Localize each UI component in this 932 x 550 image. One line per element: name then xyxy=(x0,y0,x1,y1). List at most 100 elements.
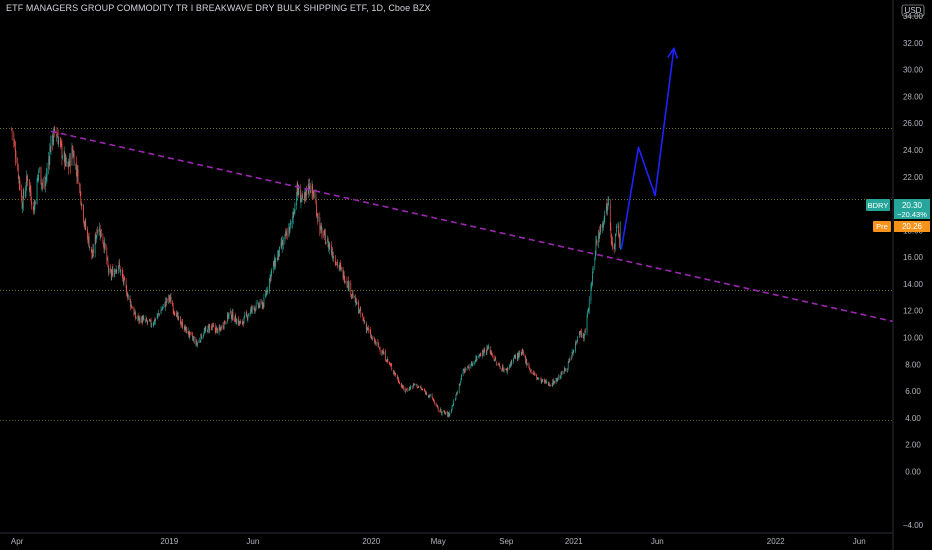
candle-up-body xyxy=(196,344,198,345)
candle-up-body xyxy=(18,176,20,178)
candle-down-body xyxy=(572,352,573,354)
candle-down-body xyxy=(609,204,611,227)
candle-up-body xyxy=(118,262,120,265)
candle-down-body xyxy=(468,367,470,369)
candle-up-body xyxy=(583,334,585,339)
candle-up-body xyxy=(181,322,183,325)
candle-down-body xyxy=(491,352,493,356)
candle-up-body xyxy=(177,315,179,319)
candle-up-body xyxy=(106,258,108,260)
candle-down-body xyxy=(112,268,114,277)
candle-down-body xyxy=(83,221,85,225)
candle-down-body xyxy=(372,337,373,340)
candle-up-body xyxy=(184,325,186,331)
candle-down-body xyxy=(165,302,167,304)
candle-up-body xyxy=(305,189,307,197)
candle-up-body xyxy=(375,341,377,344)
candle-up-body xyxy=(463,369,465,371)
candle-down-body xyxy=(138,315,140,321)
candle-up-body xyxy=(127,295,129,298)
candle-down-body xyxy=(192,335,193,339)
candle-down-body xyxy=(580,330,582,333)
candle-down-body xyxy=(602,222,604,225)
ticker-badge xyxy=(866,199,890,211)
candle-down-body xyxy=(545,380,546,383)
candle-up-body xyxy=(284,234,286,241)
candle-down-body xyxy=(389,363,391,365)
candle-down-body xyxy=(88,237,90,248)
candle-up-body xyxy=(458,383,460,392)
candle-up-body xyxy=(128,294,129,297)
candle-up-body xyxy=(170,297,171,298)
candle-up-body xyxy=(351,294,353,296)
candle-down-body xyxy=(100,229,102,238)
candle-up-body xyxy=(557,378,559,381)
candle-up-body xyxy=(36,179,38,205)
candle-down-body xyxy=(324,233,326,245)
candle-up-body xyxy=(197,343,198,346)
candle-down-body xyxy=(611,241,613,243)
candle-down-body xyxy=(253,306,255,308)
candle-down-body xyxy=(65,155,67,164)
candle-down-body xyxy=(489,346,491,353)
candle-down-body xyxy=(115,271,116,272)
candle-down-body xyxy=(554,380,555,384)
time-tick-label: Jun xyxy=(246,537,259,546)
candle-down-body xyxy=(19,176,20,184)
candle-down-body xyxy=(529,369,531,371)
candle-up-body xyxy=(104,242,105,250)
candle-down-body xyxy=(354,295,356,303)
candle-down-body xyxy=(33,206,35,215)
candle-down-body xyxy=(27,179,29,181)
candle-up-body xyxy=(288,227,290,237)
candle-down-body xyxy=(526,359,528,365)
candle-down-body xyxy=(360,309,362,315)
candle-down-body xyxy=(181,324,182,326)
candle-up-body xyxy=(452,404,454,406)
candle-down-body xyxy=(432,399,434,401)
candle-down-body xyxy=(270,275,271,280)
candle-down-body xyxy=(13,133,15,142)
ticker-label: BDRY xyxy=(868,201,889,210)
candle-up-body xyxy=(414,384,416,385)
candle-up-body xyxy=(114,269,115,277)
candle-up-body xyxy=(332,257,334,259)
candle-up-body xyxy=(313,195,315,197)
candle-up-body xyxy=(151,325,152,327)
candle-up-body xyxy=(157,313,159,314)
candle-up-body xyxy=(530,370,531,371)
candle-down-body xyxy=(193,338,195,344)
price-axis[interactable]: 34.0032.0030.0028.0026.0024.0022.0020.00… xyxy=(903,12,924,530)
candle-down-body xyxy=(544,379,545,382)
candle-up-body xyxy=(56,134,57,136)
candle-down-body xyxy=(471,362,473,366)
candle-up-body xyxy=(510,362,512,366)
candle-down-body xyxy=(398,377,399,382)
candle-down-body xyxy=(72,150,74,157)
change-pct-label: −20.43% xyxy=(897,210,927,219)
time-axis[interactable]: Apr 2019 Jun 2020 May Sep 2021 Jun 2022 Jun xyxy=(11,537,866,546)
candle-down-body xyxy=(507,368,509,369)
candle-down-body xyxy=(168,296,170,299)
candle-down-body xyxy=(401,384,403,387)
candle-up-body xyxy=(207,325,209,333)
candle-up-body xyxy=(580,330,581,335)
trendline[interactable] xyxy=(50,130,894,323)
candle-up-body xyxy=(367,328,369,330)
projection-path[interactable] xyxy=(620,48,675,250)
candle-up-body xyxy=(292,213,294,218)
candle-up-body xyxy=(460,379,462,383)
candle-down-body xyxy=(191,331,193,336)
candle-down-body xyxy=(80,203,82,207)
candle-down-body xyxy=(199,340,201,342)
candle-up-body xyxy=(279,246,280,257)
candle-down-body xyxy=(129,296,131,301)
candle-up-body xyxy=(552,380,554,385)
candle-up-body xyxy=(161,308,163,310)
candle-down-body xyxy=(321,225,322,230)
candle-up-body xyxy=(272,263,274,269)
candle-down-body xyxy=(261,302,263,308)
candle-up-body xyxy=(236,319,238,325)
candle-up-body xyxy=(141,317,142,323)
